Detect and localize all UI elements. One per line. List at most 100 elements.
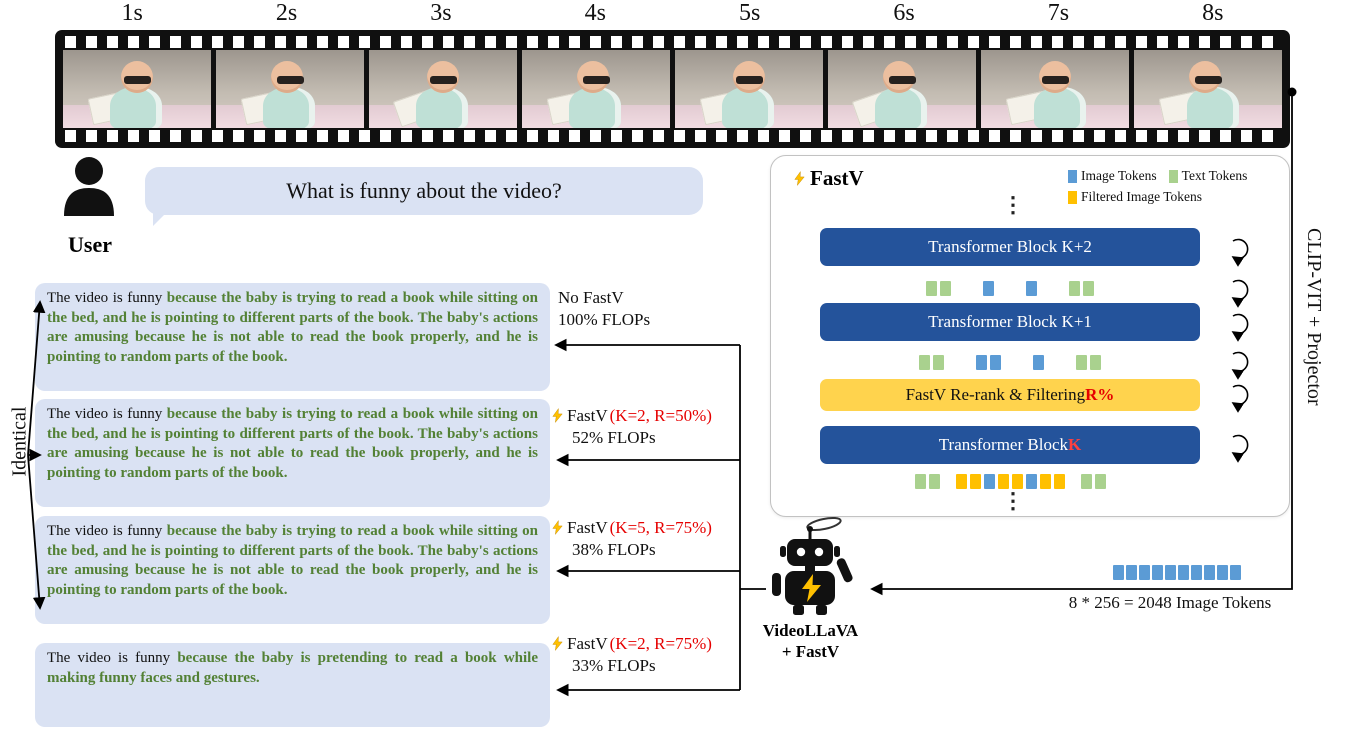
- frame-baby-body: [569, 87, 622, 128]
- text-token: [1090, 355, 1101, 370]
- fastv-filter-block: FastV Re-rank & Filtering R%: [820, 379, 1200, 411]
- image-token: [1230, 565, 1241, 580]
- timestamp-label: 2s: [275, 0, 298, 26]
- image-token: [983, 474, 995, 489]
- flops-value: 100% FLOPs: [558, 309, 651, 329]
- frame-baby-glasses: [582, 75, 610, 84]
- frame-baby-body: [1187, 87, 1240, 128]
- config-params: K=5, R=75%: [615, 518, 707, 537]
- lightning-icon: [792, 169, 807, 188]
- lightning-icon: [550, 518, 565, 537]
- frames-row: [63, 50, 1282, 128]
- image-token: [1033, 355, 1044, 370]
- answer-highlight-text: because the baby is trying to read a boo…: [47, 523, 538, 598]
- legend-item-image-tokens: Image Tokens: [1068, 168, 1157, 184]
- answer-highlight-text: because the baby is trying to read a boo…: [47, 290, 538, 365]
- config-name: FastV: [567, 634, 608, 653]
- vertical-ellipsis: ⋮: [1002, 192, 1024, 217]
- legend-item-text-tokens: Text Tokens: [1168, 168, 1247, 184]
- image-token: [990, 355, 1001, 370]
- image-token: [983, 281, 994, 296]
- text-token: [1069, 281, 1080, 296]
- text-token: [933, 355, 944, 370]
- filtered-token: [1039, 474, 1051, 489]
- frame-baby-glasses: [276, 75, 304, 84]
- video-frame: [675, 50, 823, 128]
- image-token: [1178, 565, 1189, 580]
- user-label: User: [68, 232, 112, 257]
- image-token: [1113, 565, 1124, 580]
- answer-plain-text: The video is funny: [47, 406, 167, 422]
- frame-baby-glasses: [1194, 75, 1222, 84]
- answer-plain-text: The video is funny: [47, 290, 167, 306]
- timestamp-label: 5s: [739, 0, 761, 26]
- filmstrip-sprockets-top: [65, 36, 1280, 48]
- config-params: K=2, R=50%: [615, 406, 707, 425]
- image-token: [1217, 565, 1228, 580]
- flops-label-k2-r75: FastV (K=2, R=75%) 33% FLOPs: [550, 633, 712, 677]
- videollava-robot-icon: [772, 516, 853, 615]
- text-token: [940, 281, 951, 296]
- text-token: [926, 281, 937, 296]
- text-token: [1076, 355, 1087, 370]
- frame-baby-body: [263, 87, 316, 128]
- flops-label-no-fastv: No FastV 100% FLOPs: [558, 287, 650, 331]
- flops-value: 38% FLOPs: [572, 539, 656, 559]
- video-frame: [369, 50, 517, 128]
- lightning-icon: [550, 406, 565, 425]
- image-token-swatch: [1068, 169, 1077, 183]
- question-bubble: What is funny about the video?: [145, 167, 703, 226]
- video-frame: [981, 50, 1129, 128]
- video-frame: [1134, 50, 1282, 128]
- filtered-token: [1053, 474, 1065, 489]
- timestamp-label: 6s: [893, 0, 915, 26]
- text-token: [1083, 281, 1094, 296]
- flops-label-k5-r75: FastV (K=5, R=75%) 38% FLOPs: [550, 517, 712, 561]
- frame-baby-glasses: [1041, 75, 1069, 84]
- timestamp-label: 1s: [121, 0, 143, 26]
- transformer-block-k1: Transformer Block K+1: [820, 303, 1200, 341]
- image-token: [1191, 565, 1202, 580]
- video-frame: [828, 50, 976, 128]
- text-token: [919, 355, 930, 370]
- image-tokens-caption: 8 * 256 = 2048 Image Tokens: [1068, 593, 1272, 612]
- robot-label: VideoLLaVA + FastV: [762, 621, 859, 662]
- text-token: [1094, 474, 1106, 489]
- text-token: [914, 474, 926, 489]
- video-frame: [216, 50, 364, 128]
- token-legend: Image Tokens Text Tokens Filtered Image …: [1068, 168, 1284, 210]
- flops-value: 33% FLOPs: [572, 655, 656, 675]
- filtered-token-swatch: [1068, 190, 1077, 204]
- image-token: [1204, 565, 1215, 580]
- question-text: What is funny about the video?: [286, 178, 562, 203]
- image-tokens-strip: [1113, 565, 1241, 580]
- filtered-token: [1011, 474, 1023, 489]
- token-row-1: [820, 281, 1200, 296]
- transformer-block-k: Transformer Block K: [820, 426, 1200, 464]
- frame-baby-body: [875, 87, 928, 128]
- config-params: K=2, R=75%: [615, 634, 707, 653]
- filmstrip: [55, 30, 1290, 148]
- vertical-ellipsis: ⋮: [1002, 488, 1024, 513]
- answer-plain-text: The video is funny: [47, 650, 178, 666]
- frame-baby-glasses: [123, 75, 151, 84]
- clip-vit-projector-label: CLIP-VIT + Projector: [1303, 228, 1325, 406]
- frame-baby-body: [1034, 87, 1087, 128]
- timestamp-label: 3s: [430, 0, 452, 26]
- timestamp-row: 1s 2s 3s 4s 5s 6s 7s 8s: [55, 0, 1290, 28]
- flops-label-k2-r50: FastV (K=2, R=50%) 52% FLOPs: [550, 405, 712, 449]
- identical-label: Identical: [8, 406, 31, 477]
- timestamp-label: 7s: [1047, 0, 1070, 26]
- answer-highlight-text: because the baby is trying to read a boo…: [47, 406, 538, 481]
- image-token: [1152, 565, 1163, 580]
- answer-box-3: The video is funny because the baby is t…: [35, 516, 550, 624]
- image-token: [1025, 474, 1037, 489]
- user-icon: [64, 157, 114, 216]
- timestamp-label: 8s: [1202, 0, 1224, 26]
- token-row-2: [820, 355, 1200, 370]
- text-token-swatch: [1168, 169, 1178, 183]
- frame-baby-body: [416, 87, 469, 128]
- filmstrip-sprockets-bottom: [65, 130, 1280, 142]
- image-token: [1026, 281, 1037, 296]
